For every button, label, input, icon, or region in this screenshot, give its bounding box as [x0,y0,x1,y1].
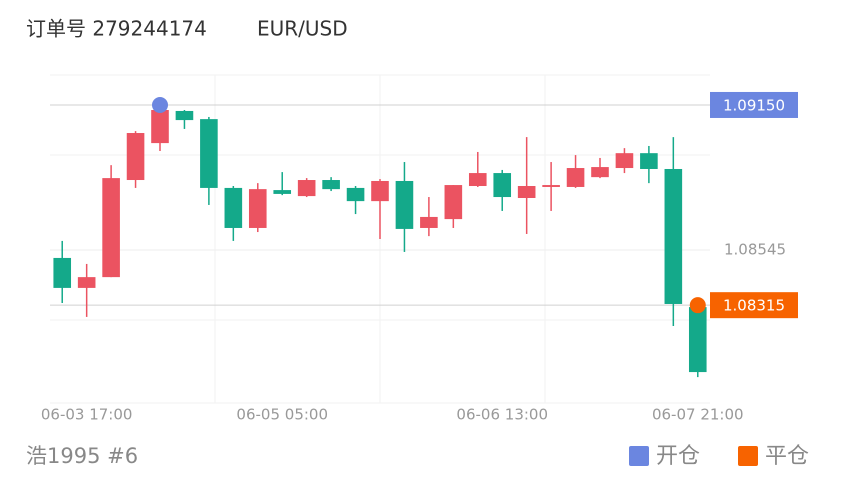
x-tick-label: 06-06 13:00 [456,406,548,424]
legend-label: 开仓 [656,444,700,469]
candle-body [615,153,634,169]
candle-body [224,187,243,228]
chart-title: 订单号 279244174 [26,17,207,41]
price-badge-label: 1.09150 [723,96,785,114]
x-tick-label: 06-03 17:00 [41,406,133,424]
candle-body [688,307,707,373]
candle-body [640,153,658,169]
candle-body [468,173,487,187]
candle-body [566,168,585,187]
candle-body [591,167,609,178]
candle-body [126,133,145,181]
candle-body [420,216,438,228]
candle-body [322,180,340,190]
price-badge [710,292,798,319]
candle-body [273,190,292,194]
candle-body [517,186,536,198]
candle-body [297,180,316,197]
candle-body [395,180,414,229]
footer: 浩1995 #6 [26,444,138,468]
legend-swatch [738,446,758,466]
close-marker [689,297,706,314]
candle-body [542,185,560,187]
candle-body [175,110,194,121]
y-tick-label: 1.08545 [724,241,786,259]
candle-body [248,189,267,228]
candle-body [493,173,512,198]
x-tick-label: 06-07 21:00 [652,406,744,424]
candle-body [664,168,683,304]
legend-label: 平仓 [765,444,809,469]
chart-subtitle: EUR/USD [257,17,348,41]
candle-body [102,178,120,278]
candle-body [151,110,169,144]
candle-body [346,187,365,202]
candle-body [371,180,389,202]
candle-body [200,119,218,188]
candle-body [444,185,463,220]
x-tick-label: 06-05 05:00 [236,406,328,424]
candle-body [77,277,96,288]
open-marker [152,96,168,113]
price-badge-label: 1.08315 [723,297,785,315]
legend-swatch [629,446,649,466]
price-badge [710,91,798,118]
candle-body [53,257,72,288]
